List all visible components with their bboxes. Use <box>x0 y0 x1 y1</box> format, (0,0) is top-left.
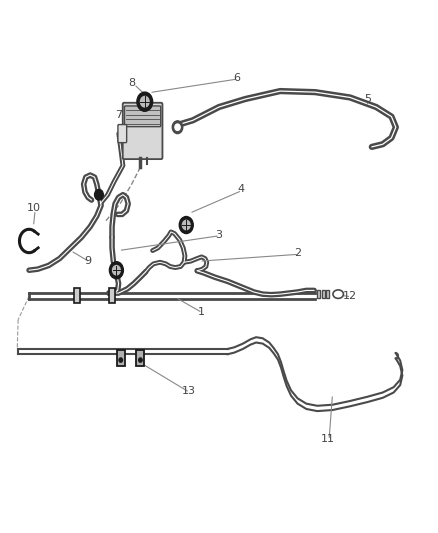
Circle shape <box>182 220 190 230</box>
Text: 11: 11 <box>321 434 335 445</box>
Text: 12: 12 <box>343 290 357 301</box>
Ellipse shape <box>333 290 343 298</box>
Circle shape <box>172 121 183 134</box>
Text: 10: 10 <box>26 203 40 213</box>
Bar <box>74 288 80 303</box>
Circle shape <box>119 358 123 362</box>
Text: 3: 3 <box>215 230 223 240</box>
Text: 8: 8 <box>128 78 135 88</box>
Text: 5: 5 <box>364 94 371 104</box>
Text: 4: 4 <box>237 184 244 195</box>
Bar <box>321 290 325 298</box>
Text: 9: 9 <box>85 256 92 266</box>
Circle shape <box>141 96 149 107</box>
Bar <box>137 350 145 366</box>
FancyBboxPatch shape <box>118 125 127 143</box>
Bar <box>109 288 115 303</box>
Text: 2: 2 <box>294 248 301 258</box>
Bar <box>326 290 329 298</box>
Circle shape <box>95 189 103 200</box>
Circle shape <box>137 92 152 111</box>
Text: 13: 13 <box>181 386 195 397</box>
Text: 7: 7 <box>115 110 122 120</box>
FancyBboxPatch shape <box>124 106 161 127</box>
Bar <box>317 290 320 298</box>
Text: 1: 1 <box>198 306 205 317</box>
Text: 6: 6 <box>233 73 240 83</box>
Bar <box>117 350 125 366</box>
Circle shape <box>139 358 142 362</box>
FancyBboxPatch shape <box>123 103 162 159</box>
Circle shape <box>179 216 193 233</box>
Circle shape <box>175 124 180 131</box>
Circle shape <box>113 265 120 275</box>
Circle shape <box>110 262 124 279</box>
